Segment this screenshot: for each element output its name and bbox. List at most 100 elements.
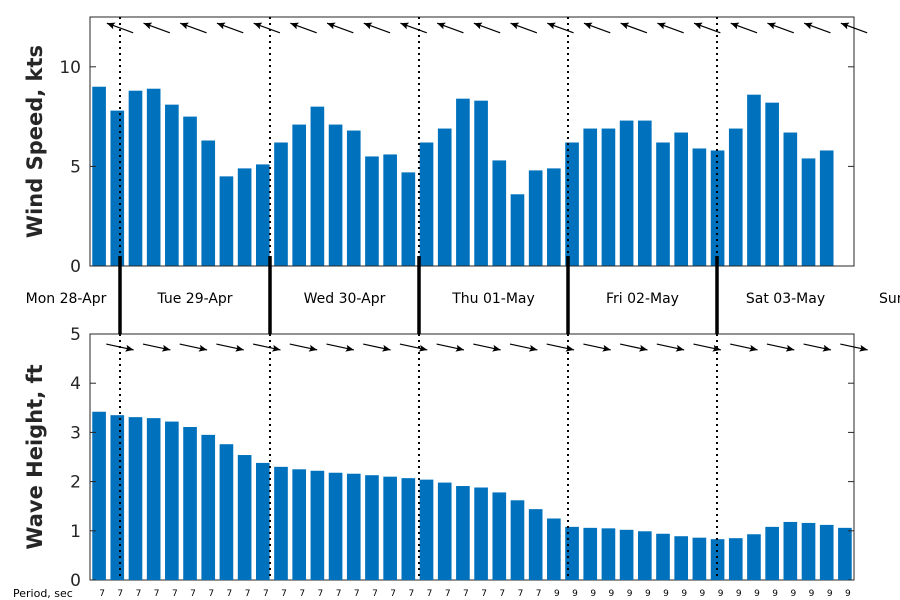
- wind-bar: [128, 90, 143, 266]
- period-value: 7: [136, 589, 142, 599]
- wind-bar: [437, 128, 452, 266]
- wind-bar: [219, 176, 234, 266]
- wind-direction-arrow: [363, 22, 391, 34]
- wave-direction-arrow: [142, 343, 171, 352]
- wind-bar: [692, 148, 707, 266]
- wind-speed-panel: 0 5 10 Wind Speed, kts: [23, 16, 868, 277]
- wave-bar: [601, 528, 616, 580]
- day-label-band: Mon 28-Apr Tue 29-Apr Wed 30-Apr Thu 01-May…: [26, 256, 900, 334]
- wave-ytick-label: 3: [70, 423, 81, 443]
- wind-bar: [383, 154, 397, 266]
- wind-bar: [492, 160, 507, 266]
- wave-bar: [674, 536, 689, 580]
- period-value: 9: [700, 589, 706, 599]
- day-label: Sat 03-May: [746, 291, 825, 307]
- wave-bar: [419, 479, 434, 580]
- period-value: 7: [354, 589, 360, 599]
- period-value: 9: [790, 589, 796, 599]
- period-value: 7: [227, 589, 233, 599]
- wave-bar: [619, 529, 634, 580]
- day-label: Sun: [879, 291, 900, 307]
- wave-bar: [255, 462, 270, 580]
- wind-bar: [365, 156, 379, 266]
- wind-direction-arrow: [510, 22, 538, 34]
- wave-bar: [583, 527, 598, 580]
- wind-direction-arrow: [583, 22, 611, 34]
- period-value: 7: [318, 589, 324, 599]
- wave-bar: [128, 417, 143, 580]
- wind-bar: [783, 132, 798, 266]
- wave-direction-arrow: [473, 343, 501, 352]
- wave-direction-arrow: [840, 343, 868, 352]
- wave-direction-arrow: [766, 343, 795, 352]
- wind-direction-arrow: [693, 22, 721, 34]
- wave-bar: [565, 526, 579, 580]
- wave-bar: [274, 466, 288, 580]
- wind-bar: [674, 132, 689, 266]
- wind-bar: [183, 116, 197, 266]
- period-value: 7: [245, 589, 251, 599]
- period-value: 7: [499, 589, 505, 599]
- wave-direction-arrow: [730, 343, 758, 352]
- period-value: 7: [427, 589, 433, 599]
- wave-direction-arrow: [803, 343, 832, 352]
- wave-direction-arrow: [289, 343, 318, 352]
- wind-bar: [310, 106, 325, 266]
- wind-bar: [765, 102, 779, 266]
- wind-direction-arrow: [840, 22, 868, 34]
- wave-ytick-label: 1: [70, 522, 81, 542]
- period-value: 7: [336, 589, 342, 599]
- wind-bar: [328, 124, 343, 267]
- wind-direction-arrow: [473, 22, 501, 34]
- wind-bar: [474, 100, 488, 266]
- wind-bar: [401, 172, 416, 266]
- wind-bar: [92, 86, 106, 266]
- wind-direction-arrow: [216, 22, 244, 34]
- wind-bar: [747, 94, 761, 266]
- period-value: 9: [663, 589, 669, 599]
- wind-bar: [146, 88, 161, 266]
- wind-bar: [237, 168, 252, 266]
- wave-direction-arrow: [436, 343, 465, 352]
- wind-bar: [528, 170, 543, 266]
- wind-direction-arrow: [143, 22, 171, 34]
- wave-bar: [783, 521, 798, 580]
- wind-bar: [819, 150, 834, 266]
- wave-bar: [838, 527, 852, 580]
- wave-bar: [747, 534, 761, 580]
- wave-direction-arrow: [583, 343, 611, 352]
- wave-bar: [437, 482, 452, 580]
- wave-bar: [110, 415, 125, 580]
- period-row: Period, sec 7 7 7 7 7 7 7 7 7 7 7 7 7 7 7 7 7 7 7 7 7 7 7 7 7 9 9 9 9…: [13, 587, 851, 600]
- wind-direction-arrow: [767, 22, 794, 34]
- period-value: 7: [463, 589, 469, 599]
- wave-bar: [528, 509, 543, 580]
- period-value: 7: [190, 589, 196, 599]
- wind-bar: [292, 124, 307, 267]
- period-title: Period, sec: [13, 587, 73, 600]
- period-value: 7: [445, 589, 451, 599]
- wave-direction-arrow: [546, 343, 575, 352]
- wave-bar: [456, 486, 470, 580]
- wind-bar: [255, 164, 270, 266]
- wave-bar: [183, 426, 197, 580]
- period-value: 7: [536, 589, 542, 599]
- wave-bar: [401, 478, 416, 580]
- wave-ytick-label: 4: [70, 374, 81, 394]
- wind-ytick-label: 0: [70, 257, 81, 277]
- period-value: 7: [172, 589, 178, 599]
- wave-bar: [637, 531, 652, 580]
- wind-bar: [583, 128, 598, 266]
- period-value: 9: [718, 589, 724, 599]
- wave-bar: [292, 469, 307, 580]
- wave-ytick-label: 0: [70, 571, 81, 591]
- period-value: 9: [627, 589, 633, 599]
- period-value: 9: [754, 589, 760, 599]
- wind-direction-arrow: [730, 22, 758, 34]
- wind-bar: [201, 140, 216, 266]
- wave-direction-arrow: [252, 343, 281, 352]
- wave-direction-arrow: [363, 343, 391, 352]
- wave-bar: [819, 524, 834, 580]
- period-value: 9: [609, 589, 615, 599]
